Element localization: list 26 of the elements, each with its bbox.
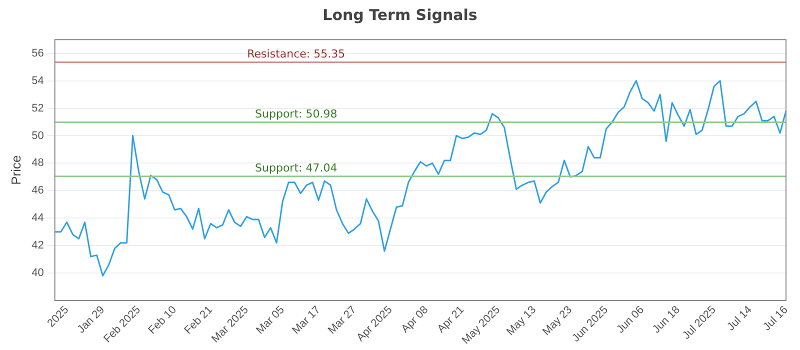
x-tick-label: Apr 08	[399, 304, 431, 336]
y-tick-label: 50	[32, 130, 44, 142]
y-tick-label: 40	[32, 267, 44, 280]
x-tick-label: Mar 27	[326, 304, 359, 337]
y-tick-label: 48	[32, 157, 44, 170]
x-tick-label: May 13	[504, 304, 539, 338]
x-tick-label: Jul 16	[761, 304, 790, 334]
x-tick-label: Feb 10	[146, 304, 179, 337]
x-tick-label: Jun 06	[614, 304, 646, 336]
y-axis-title: Price	[8, 155, 24, 185]
y-tick-label: 54	[32, 74, 44, 87]
ref-line-label: Support: 50.98	[255, 108, 338, 121]
y-tick-label: 56	[32, 47, 44, 60]
x-tick-label: Mar 17	[290, 304, 323, 337]
y-tick-label: 46	[32, 184, 44, 197]
chart-title: Long Term Signals	[322, 6, 478, 24]
ref-line-label: Resistance: 55.35	[247, 48, 346, 61]
ref-line-label: Support: 47.04	[255, 162, 338, 175]
x-tick-label: Feb 21	[182, 304, 215, 337]
x-tick-label: Jun 18	[650, 304, 682, 336]
y-tick-label: 52	[32, 102, 44, 114]
x-tick-label: Jul 14	[725, 304, 754, 334]
y-tick-label: 42	[32, 240, 44, 252]
y-tick-label: 44	[32, 212, 44, 224]
x-tick-label: Apr 21	[435, 304, 467, 336]
x-tick-label: Mar 05	[254, 304, 287, 337]
